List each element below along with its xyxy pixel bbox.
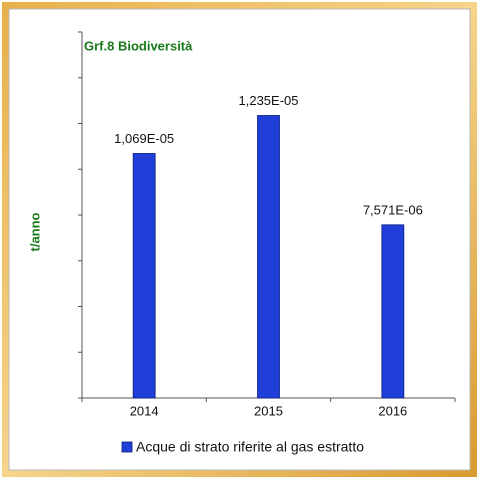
x-tick-label: 2015 (254, 403, 283, 418)
chart-title: Grf.8 Biodiversità (84, 38, 193, 53)
bar (257, 115, 280, 399)
bar (381, 224, 405, 399)
data-label: 1,069E-05 (114, 131, 174, 146)
legend-label: Acque di strato riferite al gas estratto (136, 439, 364, 455)
x-tick-label: 2014 (130, 403, 159, 418)
x-tick-label: 2016 (378, 403, 407, 418)
legend-swatch (121, 441, 133, 453)
data-label: 7,571E-06 (363, 202, 423, 217)
y-axis-label: t/anno (27, 212, 42, 251)
bar (132, 153, 156, 399)
data-label: 1,235E-05 (239, 93, 299, 108)
